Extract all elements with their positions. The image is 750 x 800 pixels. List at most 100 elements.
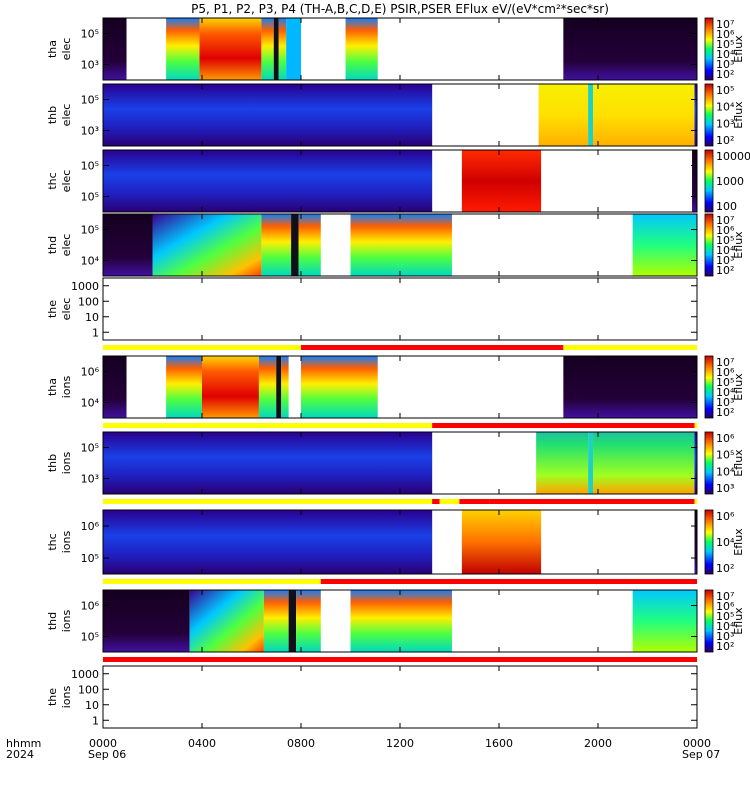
colorbar-thc-ions <box>704 509 714 575</box>
y-tick-label-tha-ions-0: 10⁶ <box>81 366 100 379</box>
spectrogram-segment-thd-elec-4 <box>298 214 321 276</box>
colorbar-label-thd-elec: Eflux <box>732 231 745 259</box>
mode-flag-thb-ions-2 <box>439 499 460 504</box>
panel-thb-ions: thb ions 10⁵ 10³ 10⁶ 10⁵ 10⁴ 10³ Eflux <box>46 431 745 504</box>
spectrogram-segment-thd-elec-0 <box>103 214 153 276</box>
colorbar-tick-thc-elec-0: 10000 <box>716 150 750 163</box>
x-tick-label-3: 1200 <box>386 737 414 750</box>
mode-flag-the-elec-0 <box>103 345 262 350</box>
panel-label-thb-ions-0: thb <box>46 454 59 472</box>
colorbar-label-thb-elec: Eflux <box>732 101 745 129</box>
spectrogram-segment-thb-elec-1 <box>538 84 589 146</box>
spectrogram-segment-tha-ions-7 <box>563 356 697 418</box>
mode-flag-tha-ions-1 <box>432 423 695 428</box>
colorbar-tick-thd-ions-2: 10⁵ <box>716 610 734 623</box>
spectrogram-segment-tha-elec-4 <box>273 18 279 80</box>
y-tick-label-thd-elec-0: 10⁵ <box>81 224 99 237</box>
mode-flag-thb-ions-1 <box>432 499 440 504</box>
panel-label-the-ions-0: the <box>46 688 59 706</box>
spectrogram-segment-thc-elec-2 <box>692 150 697 212</box>
colorbar-label-tha-elec: Eflux <box>732 35 745 63</box>
colorbar-tick-thd-elec-2: 10⁵ <box>716 234 734 247</box>
y-tick-label-the-elec-3: 1 <box>92 326 99 339</box>
spectrogram-segment-thd-ions-4 <box>296 590 321 652</box>
spectrogram-segment-tha-elec-5 <box>278 18 287 80</box>
colorbar-tick-thb-ions-0: 10⁶ <box>716 432 735 445</box>
y-tick-label-the-elec-2: 10 <box>85 311 99 324</box>
colorbar-tick-thd-ions-3: 10⁴ <box>716 620 735 633</box>
colorbar-tick-thd-ions-0: 10⁷ <box>716 590 734 603</box>
y-tick-label-thd-ions-1: 10⁵ <box>81 631 99 644</box>
spectrogram-segment-thb-elec-2 <box>588 84 594 146</box>
spectrogram-segment-tha-ions-4 <box>276 356 282 418</box>
mode-flag-thd-ions-0 <box>103 657 697 662</box>
x-tick-label-6: 0000 <box>683 737 711 750</box>
colorbar-tick-tha-elec-4: 10³ <box>716 58 734 71</box>
mode-flag-thb-ions-0 <box>103 499 433 504</box>
colorbar-label-tha-ions: Eflux <box>732 373 745 401</box>
spectrogram-segment-tha-elec-0 <box>103 18 127 80</box>
panel-label-thd-ions-0: thd <box>46 612 59 630</box>
spectrogram-segment-tha-elec-1 <box>166 18 200 80</box>
spectrogram-segment-tha-ions-2 <box>202 356 259 418</box>
panel-the-ions: the ions 1000 100 10 1 <box>46 665 698 729</box>
x-tick-label-2: 0800 <box>287 737 315 750</box>
x-date-label-end: Sep 07 <box>682 748 720 761</box>
colorbar-tick-tha-ions-2: 10⁵ <box>716 376 734 389</box>
spectrogram-segment-thb-ions-1 <box>536 432 589 494</box>
colorbar-tick-thb-elec-2: 10³ <box>716 117 734 130</box>
spectrogram-segment-thd-elec-6 <box>632 214 697 276</box>
panel-label-tha-ions-0: tha <box>46 378 59 396</box>
colorbar-tick-thd-elec-1: 10⁶ <box>716 224 735 237</box>
panel-the-elec: the elec 1000 100 10 1 <box>46 277 698 350</box>
spectrogram-segment-tha-ions-6 <box>301 356 378 418</box>
colorbar-tick-tha-elec-3: 10⁴ <box>716 48 735 61</box>
colorbar-thd-ions <box>704 589 714 653</box>
colorbar-thd-elec <box>704 213 714 277</box>
y-tick-label-tha-elec-1: 10³ <box>81 59 99 72</box>
colorbar-label-thb-ions: Eflux <box>732 449 745 477</box>
spectrogram-segment-thb-elec-3 <box>593 84 695 146</box>
panel-label-thd-ions-1: ions <box>60 609 73 632</box>
spectrogram-segment-tha-elec-2 <box>199 18 262 80</box>
mode-flag-thb-ions-5 <box>694 499 697 504</box>
mode-flag-tha-ions-2 <box>694 423 697 428</box>
mode-flag-thb-ions-4 <box>489 499 695 504</box>
spectrogram-segment-tha-ions-1 <box>166 356 202 418</box>
panel-label-thc-elec-0: thc <box>46 172 59 189</box>
panel-frame-the-elec <box>102 277 698 341</box>
x-axis-label-line-1: hhmm <box>6 737 41 750</box>
colorbar-tick-thd-elec-3: 10⁴ <box>716 244 735 257</box>
panel-label-thb-elec-0: thb <box>46 106 59 124</box>
colorbar-tick-thd-ions-4: 10³ <box>716 630 734 643</box>
colorbar-thc-elec <box>704 149 714 213</box>
panel-label-thd-elec-0: thd <box>46 236 59 254</box>
y-tick-label-thc-elec-1: 10⁵ <box>81 191 99 204</box>
y-tick-label-thb-elec-0: 10⁵ <box>81 94 99 107</box>
colorbar-thb-elec <box>704 83 714 147</box>
mode-flag-the-elec-1 <box>261 345 301 350</box>
x-tick-label-0: 0000 <box>89 737 117 750</box>
x-tick-label-1: 0400 <box>188 737 216 750</box>
spectrogram-segment-thb-elec-4 <box>694 84 697 146</box>
panel-label-tha-elec-1: elec <box>60 38 73 61</box>
colorbar-tick-thb-elec-1: 10⁴ <box>716 101 735 114</box>
colorbar-tick-tha-ions-1: 10⁶ <box>716 366 735 379</box>
colorbar-tick-tha-ions-3: 10⁴ <box>716 386 735 399</box>
panel-label-thd-elec-1: elec <box>60 234 73 257</box>
colorbar-tick-thd-elec-0: 10⁷ <box>716 214 734 227</box>
spectrogram-segment-thd-elec-1 <box>152 214 262 276</box>
colorbar-tick-thc-elec-1: 1000 <box>716 175 744 188</box>
spectrogram-segment-tha-ions-3 <box>258 356 277 418</box>
colorbar-tick-thb-ions-2: 10⁴ <box>716 465 735 478</box>
spectrogram-segment-tha-elec-7 <box>345 18 378 80</box>
y-tick-label-the-elec-0: 1000 <box>71 280 99 293</box>
spectrogram-segment-thd-elec-5 <box>350 214 452 276</box>
y-tick-label-tha-elec-0: 10⁵ <box>81 28 99 41</box>
spectrogram-segment-thb-ions-0 <box>103 432 433 494</box>
panel-label-tha-ions-1: ions <box>60 375 73 398</box>
mode-flag-tha-ions-0 <box>103 423 433 428</box>
x-tick-label-4: 1600 <box>485 737 513 750</box>
spectrogram-segment-thc-ions-1 <box>461 510 542 574</box>
